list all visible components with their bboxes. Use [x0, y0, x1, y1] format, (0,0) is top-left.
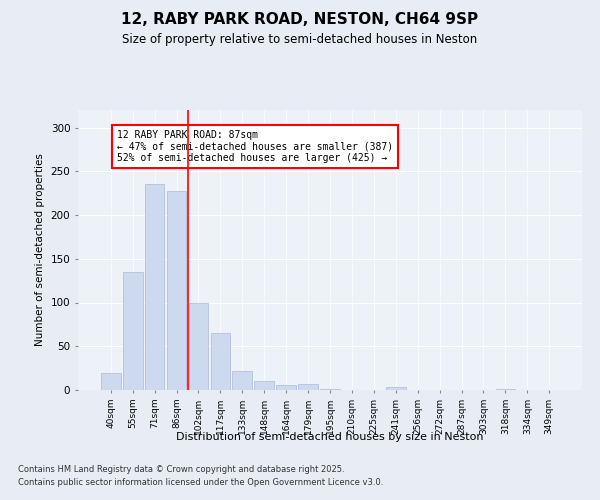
Bar	[496, 389, 515, 390]
Bar	[298, 384, 318, 390]
Y-axis label: Number of semi-detached properties: Number of semi-detached properties	[35, 154, 45, 346]
Bar	[254, 381, 274, 390]
Bar	[167, 190, 187, 390]
Text: 12 RABY PARK ROAD: 87sqm
← 47% of semi-detached houses are smaller (387)
52% of : 12 RABY PARK ROAD: 87sqm ← 47% of semi-d…	[118, 130, 394, 163]
Bar	[232, 371, 252, 390]
Text: Distribution of semi-detached houses by size in Neston: Distribution of semi-detached houses by …	[176, 432, 484, 442]
Bar	[211, 333, 230, 390]
Text: 12, RABY PARK ROAD, NESTON, CH64 9SP: 12, RABY PARK ROAD, NESTON, CH64 9SP	[121, 12, 479, 28]
Text: Contains HM Land Registry data © Crown copyright and database right 2025.: Contains HM Land Registry data © Crown c…	[18, 466, 344, 474]
Text: Contains public sector information licensed under the Open Government Licence v3: Contains public sector information licen…	[18, 478, 383, 487]
Text: Size of property relative to semi-detached houses in Neston: Size of property relative to semi-detach…	[122, 32, 478, 46]
Bar	[145, 184, 164, 390]
Bar	[101, 372, 121, 390]
Bar	[386, 386, 406, 390]
Bar	[276, 385, 296, 390]
Bar	[123, 272, 143, 390]
Bar	[188, 302, 208, 390]
Bar	[320, 389, 340, 390]
